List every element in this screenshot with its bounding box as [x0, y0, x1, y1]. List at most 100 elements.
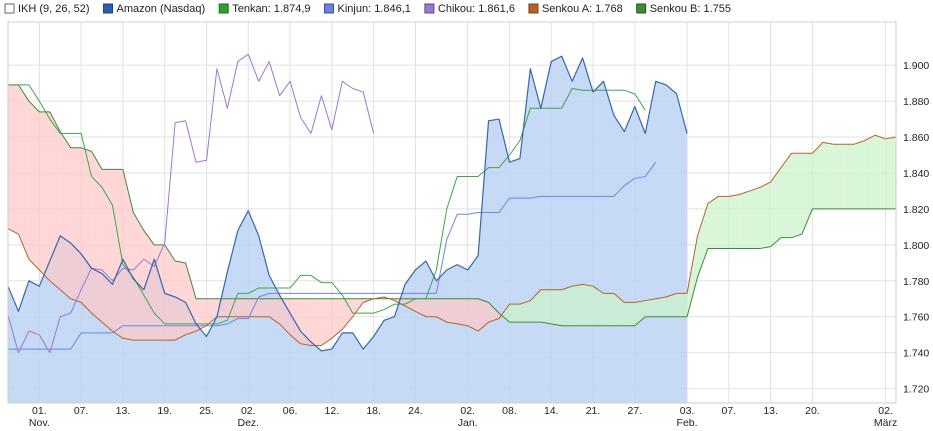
- cloud-segment-81: [854, 140, 865, 209]
- x-month-label-19: März: [874, 417, 897, 429]
- series-line-senkou_a: [7, 134, 897, 346]
- x-tick-label-5: 02.: [241, 405, 256, 417]
- cloud-segment-50: [530, 289, 541, 323]
- y-tick-label-4: 1.800: [903, 240, 929, 252]
- x-month-label-5: Dez.: [237, 417, 259, 429]
- x-tick-label-13: 21.: [586, 405, 601, 417]
- cloud-segment-10: [112, 169, 123, 339]
- cloud-segment-0: [8, 84, 19, 235]
- x-tick-label-19: 02.: [878, 405, 893, 417]
- y-tick-label-7: 1.860: [903, 132, 929, 144]
- cloud-segment-80: [843, 144, 855, 209]
- cloud-segment-38: [404, 298, 416, 312]
- cloud-segment-19: [206, 298, 217, 326]
- y-tick-label-1: 1.740: [903, 348, 929, 360]
- cloud-segment-53: [561, 286, 573, 326]
- cloud-segment-29: [310, 298, 322, 346]
- cloud-segment-12: [133, 212, 144, 341]
- x-tick-label-10: 02.: [460, 405, 475, 417]
- legend-swatch-1: [103, 3, 114, 14]
- cloud-segment-76: [801, 153, 813, 235]
- x-tick-label-17: 13.: [763, 405, 778, 417]
- x-tick-label-2: 13.: [116, 405, 131, 417]
- series-line-chikou: [7, 53, 375, 354]
- cloud-segment-68: [718, 196, 729, 249]
- cloud-segment-56: [593, 286, 604, 326]
- y-tick-label-5: 1.820: [903, 204, 929, 216]
- legend-label-0: IKH (9, 26, 52): [18, 3, 90, 15]
- y-tick-label-9: 1.900: [903, 60, 929, 72]
- series-line-price: [7, 55, 688, 352]
- x-tick-label-14: 27.: [628, 405, 643, 417]
- x-month-label-0: Nov.: [29, 417, 50, 429]
- legend-swatch-4: [424, 3, 435, 14]
- cloud-segment-31: [331, 298, 343, 339]
- legend-swatch-3: [324, 3, 334, 14]
- series-line-kijun: [8, 161, 657, 350]
- cloud-segment-7: [81, 147, 92, 314]
- cloud-segment-84: [885, 137, 896, 209]
- y-tick-label-0: 1.720: [903, 384, 929, 396]
- legend-swatch-6: [636, 3, 647, 14]
- x-tick-label-6: 06.: [283, 405, 298, 417]
- x-tick-label-0: 01.: [32, 405, 47, 417]
- cloud-segment-33: [352, 298, 364, 317]
- cloud-segment-1: [18, 84, 29, 260]
- cloud-segment-13: [143, 230, 155, 341]
- x-tick-label-16: 07.: [722, 405, 737, 417]
- x-tick-label-4: 25.: [199, 405, 214, 417]
- series-line-senkou_b: [8, 84, 896, 327]
- cloud-segment-2: [28, 101, 40, 271]
- cloud-segment-83: [875, 135, 886, 209]
- area-fills: [8, 56, 896, 403]
- legend-swatch-0: [4, 3, 15, 14]
- legend-swatch-5: [528, 3, 539, 14]
- cloud-segment-51: [540, 289, 552, 324]
- cloud-segment-5: [60, 131, 71, 299]
- cloud-segment-61: [645, 298, 656, 317]
- cloud-segment-11: [122, 169, 134, 341]
- x-tick-label-18: 20.: [805, 405, 820, 417]
- cloud-segment-54: [572, 284, 583, 326]
- legend-swatch-2: [218, 3, 229, 14]
- cloud-segment-22: [237, 298, 249, 317]
- x-tick-label-8: 18.: [366, 405, 381, 417]
- x-tick-label-11: 08.: [502, 405, 517, 417]
- cloud-segment-58: [613, 293, 625, 326]
- series-lines: [7, 53, 897, 354]
- x-tick-label-9: 24.: [408, 405, 423, 417]
- y-tick-label-2: 1.760: [903, 312, 929, 324]
- y-tick-label-3: 1.780: [903, 276, 929, 288]
- plot-frame: [7, 21, 897, 404]
- legend: IKH (9, 26, 52) Amazon (Nasdaq) Tenkan: 1.…: [4, 3, 731, 15]
- cloud-segment-3: [39, 111, 50, 281]
- y-tick-label-6: 1.840: [903, 168, 929, 180]
- cloud-segment-66: [697, 203, 708, 278]
- cloud-segment-32: [342, 298, 353, 330]
- legend-label-3: Kinjun: 1.846,1: [338, 3, 411, 15]
- cloud-segment-40: [425, 298, 437, 317]
- legend-label-6: Senkou B: 1.755: [650, 3, 731, 15]
- cloud-segment-64: [676, 293, 688, 317]
- cloud-segment-16: [175, 261, 186, 341]
- cloud-segment-74: [781, 153, 792, 238]
- cloud-segment-17: [185, 262, 197, 335]
- cloud-segment-24: [258, 298, 270, 317]
- cloud-segment-70: [739, 190, 750, 249]
- cloud-segment-65: [687, 235, 698, 317]
- x-tick-label-3: 19.: [157, 405, 172, 417]
- cloud-segment-75: [791, 153, 802, 238]
- x-tick-label-15: 03.: [680, 405, 695, 417]
- x-tick-label-12: 14.: [544, 405, 559, 417]
- x-month-label-10: Jan.: [458, 417, 478, 429]
- legend-label-1: Amazon (Nasdaq): [117, 3, 206, 15]
- y-tick-label-8: 1.880: [903, 96, 929, 108]
- cloud-segment-71: [749, 187, 761, 249]
- cloud-segment-77: [812, 142, 823, 209]
- cloud-segment-46: [488, 302, 500, 323]
- cloud-segment-30: [321, 298, 332, 346]
- cloud-segment-18: [196, 298, 207, 332]
- x-month-label-15: Feb.: [677, 417, 698, 429]
- legend-label-2: Tenkan: 1.874,9: [232, 3, 310, 15]
